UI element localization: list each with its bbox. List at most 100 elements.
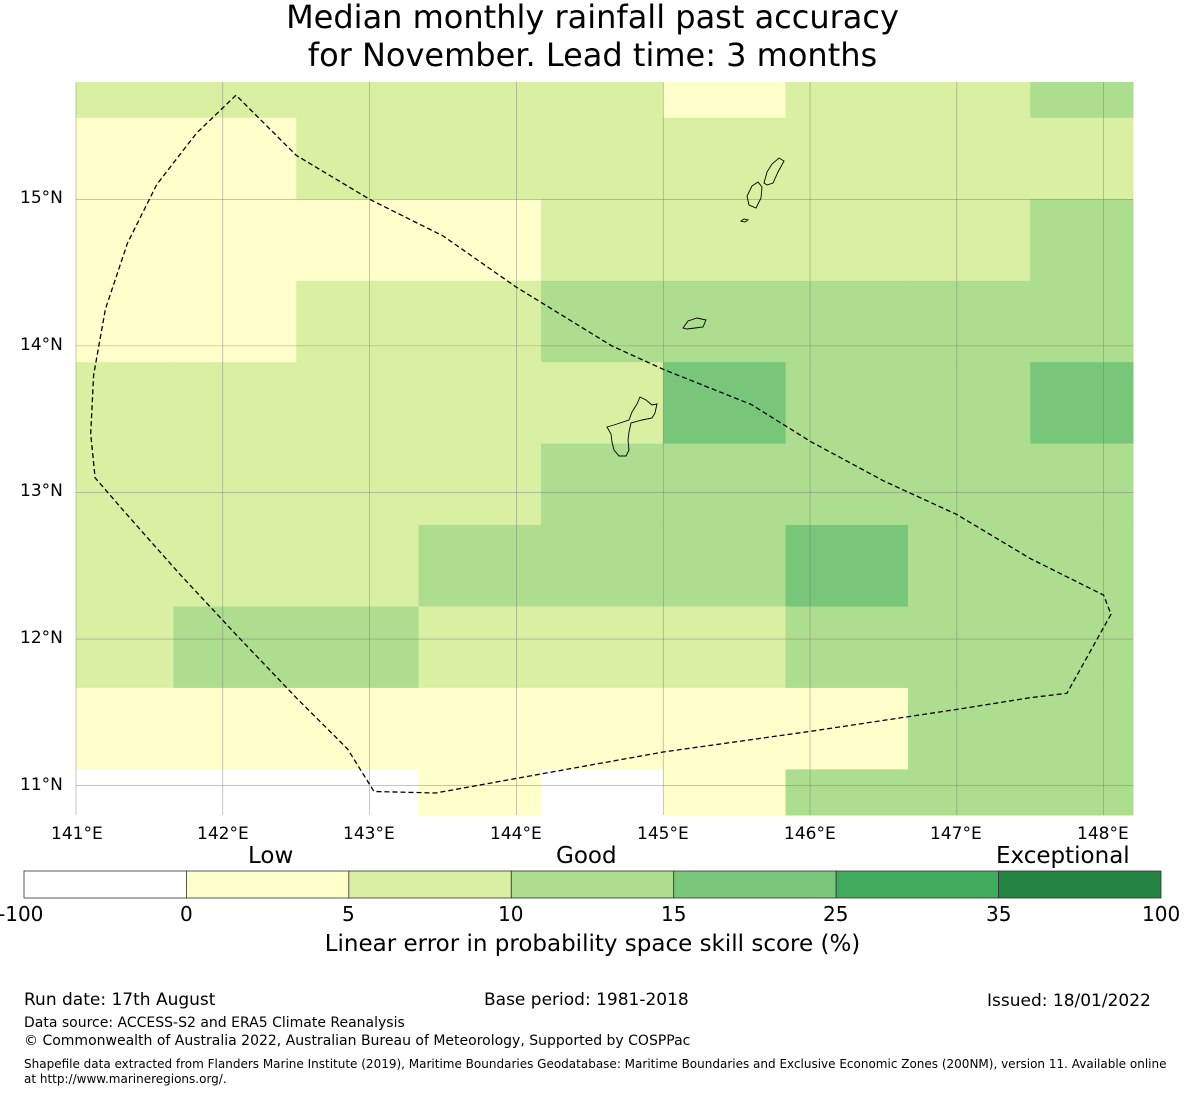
colorbar-swatch <box>348 870 512 899</box>
skill-cell <box>540 769 664 816</box>
skill-cell <box>663 769 787 816</box>
skill-cell <box>418 606 542 689</box>
run-date: Run date: 17th August <box>24 990 216 1010</box>
skill-cell <box>296 117 419 200</box>
skill-cell <box>540 117 664 200</box>
skill-cell <box>540 606 664 689</box>
skill-cell <box>785 687 909 770</box>
y-tick-label: 15°N <box>20 188 63 208</box>
skill-cell <box>907 117 1031 200</box>
skill-cell <box>663 82 787 119</box>
skill-cell <box>540 443 664 526</box>
colorbar-swatch <box>23 870 187 899</box>
colorbar-tick-label: 100 <box>1142 902 1181 926</box>
skill-cell <box>418 280 542 363</box>
colorbar-category-good: Good <box>556 843 617 869</box>
skill-cell <box>907 280 1031 363</box>
x-tick-label: 144°E <box>490 824 542 844</box>
colorbar-swatch <box>835 870 999 899</box>
skill-cell <box>907 199 1031 282</box>
colorbar-tick-label: 10 <box>498 902 524 926</box>
colorbar-swatch <box>673 870 837 899</box>
skill-cell <box>663 280 787 363</box>
skill-cell <box>907 606 1031 689</box>
skill-cell <box>173 687 297 770</box>
skill-cell <box>173 525 297 608</box>
colorbar-tick-label: -100 <box>0 902 44 926</box>
skill-cell <box>663 443 787 526</box>
skill-cell <box>173 362 297 445</box>
skill-cell <box>418 687 542 770</box>
skill-cell <box>540 280 664 363</box>
skill-cell <box>1030 443 1134 526</box>
skill-cell <box>785 525 909 608</box>
x-tick-label: 148°E <box>1077 824 1129 844</box>
x-tick-label: 147°E <box>930 824 982 844</box>
skill-cell <box>296 362 419 445</box>
issued-date: Issued: 18/01/2022 <box>987 991 1151 1011</box>
eez-boundary <box>90 94 1112 794</box>
skill-cell <box>540 362 664 445</box>
skill-cell <box>785 606 909 689</box>
skill-cell <box>76 362 174 445</box>
colorbar-tick-label: 15 <box>661 902 687 926</box>
skill-cell <box>663 525 787 608</box>
skill-cell <box>173 280 297 363</box>
skill-cell <box>540 199 664 282</box>
skill-cell <box>76 687 174 770</box>
skill-cell <box>540 525 664 608</box>
y-tick-label: 12°N <box>20 628 63 648</box>
x-tick-label: 142°E <box>197 824 249 844</box>
skill-cell <box>663 606 787 689</box>
skill-cell <box>663 117 787 200</box>
skill-cell <box>76 606 174 689</box>
skill-cell <box>785 443 909 526</box>
skill-cell <box>907 525 1031 608</box>
colorbar-swatch <box>510 870 675 899</box>
skill-cell <box>296 82 419 119</box>
skill-cell <box>296 199 419 282</box>
skill-cell <box>1030 606 1134 689</box>
skill-cell <box>540 687 664 770</box>
colorbar-label: Linear error in probability space skill … <box>324 931 861 957</box>
base-period: Base period: 1981-2018 <box>484 990 689 1010</box>
colorbar-tick-label: 25 <box>823 902 849 926</box>
x-tick-label: 143°E <box>343 824 395 844</box>
y-tick-label: 11°N <box>20 775 63 795</box>
skill-cell <box>418 199 542 282</box>
skill-cell <box>296 606 419 689</box>
skill-cell <box>785 362 909 445</box>
skill-cell <box>1030 362 1134 445</box>
skill-cell <box>418 117 542 200</box>
skill-cell <box>296 443 419 526</box>
skill-cell <box>785 82 909 119</box>
skill-cell <box>540 82 664 119</box>
colorbar-category-low: Low <box>248 843 294 869</box>
skill-cell <box>1030 82 1134 119</box>
skill-cell <box>663 687 787 770</box>
skill-cell <box>173 117 297 200</box>
map-plot <box>75 82 1134 816</box>
skill-cell <box>907 443 1031 526</box>
skill-cell <box>418 82 542 119</box>
skill-cell <box>418 443 542 526</box>
x-tick-label: 141°E <box>51 824 103 844</box>
x-tick-label: 145°E <box>637 824 689 844</box>
island-rota <box>682 317 707 330</box>
skill-cell <box>1030 769 1134 816</box>
island-saipan <box>763 157 785 186</box>
skill-cell <box>418 525 542 608</box>
skill-cell <box>296 280 419 363</box>
skill-cell <box>296 525 419 608</box>
islands <box>606 157 785 457</box>
skill-cell <box>76 199 174 282</box>
skill-cell <box>907 82 1031 119</box>
skill-cell <box>785 769 909 816</box>
skill-cell <box>663 362 787 445</box>
colorbar-category-exceptional: Exceptional <box>996 843 1130 869</box>
skill-cell <box>173 199 297 282</box>
skill-cell <box>785 117 909 200</box>
skill-cell <box>296 769 419 816</box>
skill-cell <box>296 687 419 770</box>
skill-cell <box>173 443 297 526</box>
